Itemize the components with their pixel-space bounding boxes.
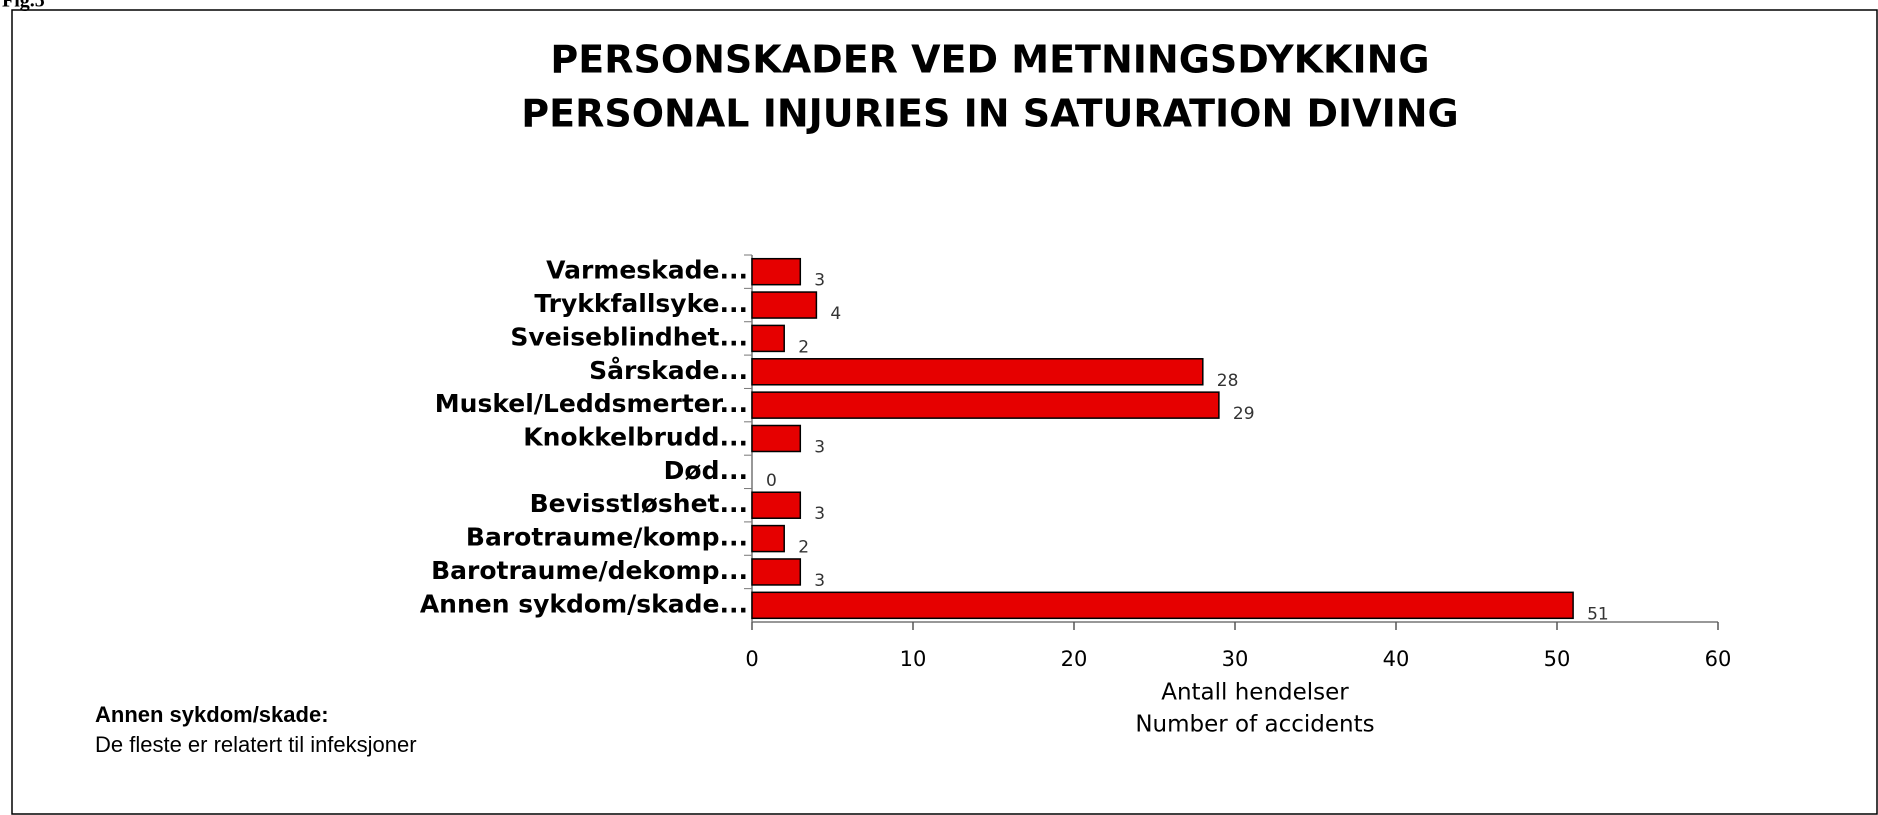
y-tick-label: Barotraume/komp... xyxy=(466,523,748,552)
value-label: 51 xyxy=(1587,604,1609,624)
y-tick-label: Barotraume/dekomp... xyxy=(431,556,748,585)
bar xyxy=(751,391,1220,419)
y-tick-label: Død... xyxy=(664,456,748,485)
y-tick-label: Sveiseblindhet... xyxy=(510,322,748,351)
y-tick-label: Trykkfallsyke... xyxy=(534,289,748,318)
value-label: 4 xyxy=(830,304,841,324)
value-label: 2 xyxy=(798,337,809,357)
value-label: 3 xyxy=(814,271,825,291)
value-label: 3 xyxy=(814,571,825,591)
y-tick-label: Varmeskade... xyxy=(546,256,748,285)
x-tick-label: 40 xyxy=(1383,647,1410,671)
y-tick-label: Annen sykdom/skade... xyxy=(420,589,748,618)
x-tick-label: 10 xyxy=(900,647,927,671)
value-label: 0 xyxy=(766,471,777,491)
bar xyxy=(751,524,785,553)
chart-title: PERSONSKADER VED METNINGSDYKKING xyxy=(550,38,1429,82)
note-text: De fleste er relatert til infeksjoner xyxy=(95,732,417,757)
x-tick-label: 30 xyxy=(1222,647,1249,671)
y-tick-label: Muskel/Leddsmerter... xyxy=(435,389,748,418)
bar xyxy=(751,591,1574,620)
y-tick-label: Knokkelbrudd... xyxy=(523,423,748,452)
value-label: 29 xyxy=(1233,404,1255,424)
value-label: 28 xyxy=(1217,371,1239,391)
bar xyxy=(751,291,818,319)
bar xyxy=(751,558,802,586)
x-tick-label: 20 xyxy=(1061,647,1088,671)
value-label: 3 xyxy=(814,438,825,458)
y-tick-label: Sårskade... xyxy=(589,356,748,385)
x-tick-label: 0 xyxy=(745,647,758,671)
bar xyxy=(751,257,802,286)
bar xyxy=(751,424,802,453)
chart-title: PERSONAL INJURIES IN SATURATION DIVING xyxy=(521,92,1458,136)
x-axis-title: Antall hendelser xyxy=(1161,680,1349,706)
x-tick-label: 60 xyxy=(1705,647,1732,671)
bar xyxy=(751,491,802,519)
bar xyxy=(751,358,1204,386)
x-tick-label: 50 xyxy=(1544,647,1571,671)
value-label: 3 xyxy=(814,504,825,524)
frame xyxy=(11,9,1878,815)
y-tick-label: Bevisstløshet... xyxy=(530,489,748,518)
figure-label: Fig.5 xyxy=(2,0,45,12)
x-axis-title: Number of accidents xyxy=(1135,712,1374,738)
bar xyxy=(751,324,785,353)
value-label: 2 xyxy=(798,538,809,558)
note-heading: Annen sykdom/skade: xyxy=(95,702,329,727)
